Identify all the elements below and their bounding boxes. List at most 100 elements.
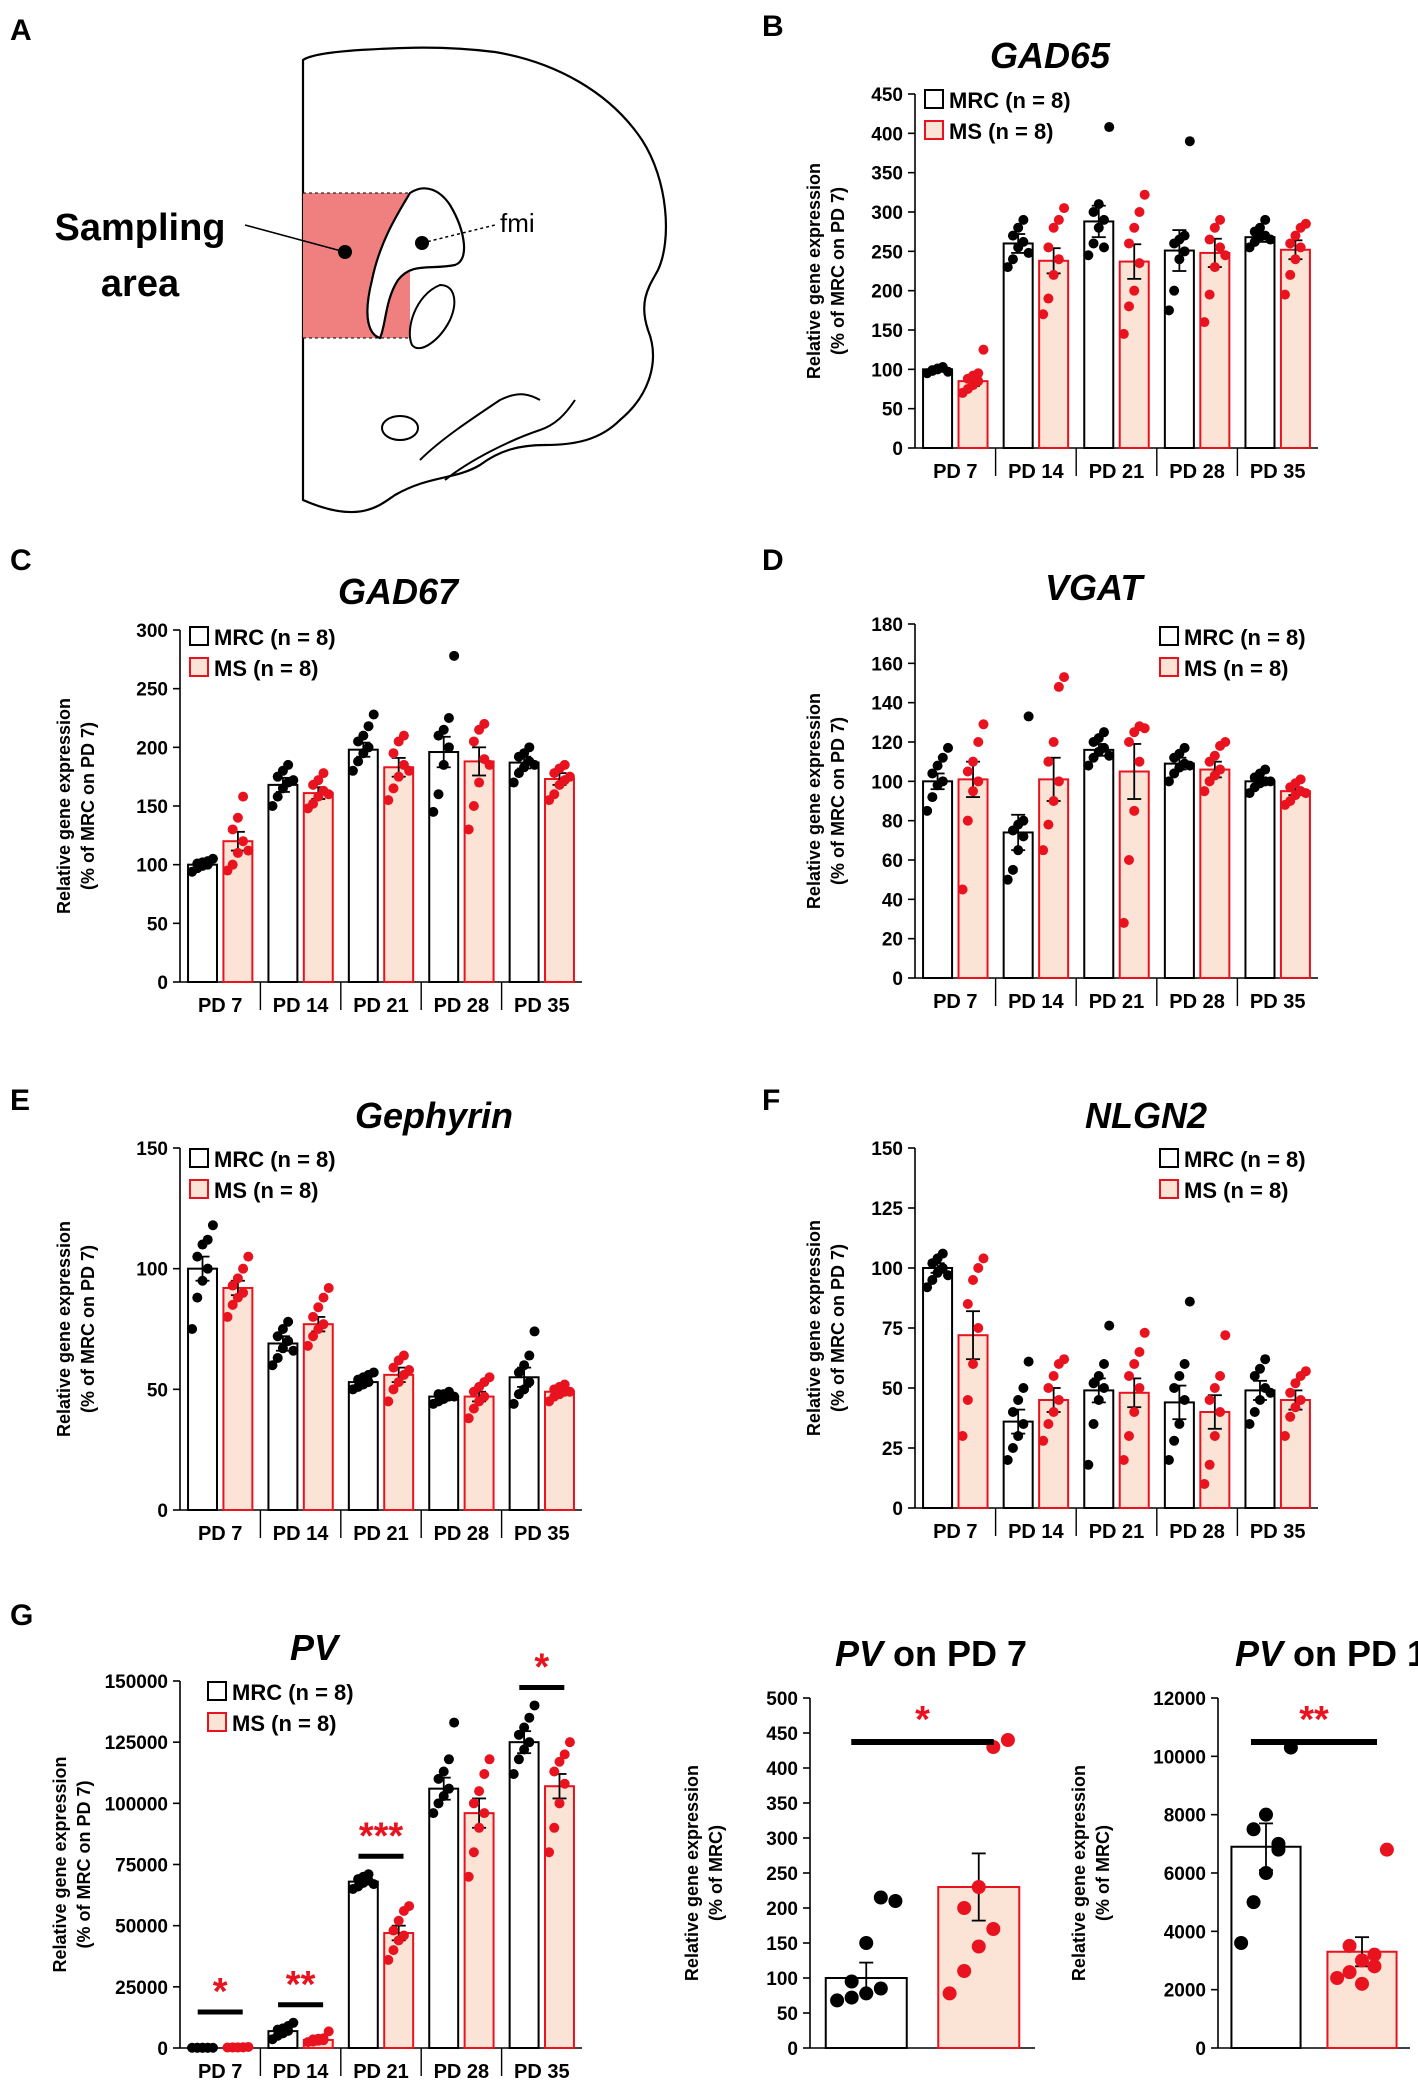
y-tick-label: 10000 xyxy=(1153,1747,1206,1768)
data-point xyxy=(1215,1407,1226,1417)
y-tick-label: 200 xyxy=(766,1899,798,1920)
data-point xyxy=(1093,1395,1104,1405)
data-point xyxy=(1129,222,1140,233)
data-point xyxy=(207,1220,218,1231)
data-point xyxy=(957,1964,972,1978)
data-point xyxy=(363,742,374,753)
data-point xyxy=(484,1754,495,1765)
legend-swatch-ms xyxy=(1159,657,1179,677)
y-tick-label: 0 xyxy=(157,1501,168,1522)
data-point xyxy=(1134,1383,1145,1393)
x-category-label: PD 28 xyxy=(1169,1521,1225,1543)
significance-stars: * xyxy=(213,1971,228,2013)
data-point xyxy=(1209,262,1220,273)
data-point xyxy=(1043,819,1054,830)
data-point xyxy=(1007,230,1018,241)
data-point xyxy=(1018,831,1029,842)
x-category-label: PD 14 xyxy=(273,2061,329,2083)
y-tick-label: 0 xyxy=(892,1499,903,1520)
data-point xyxy=(474,1786,485,1797)
data-point xyxy=(942,1986,957,2001)
y-tick-label: 150 xyxy=(136,797,168,818)
y-axis-label: Relative gene expression xyxy=(54,1221,74,1437)
data-point xyxy=(267,1360,278,1371)
data-point xyxy=(1053,776,1064,787)
data-point xyxy=(283,1336,294,1347)
data-point xyxy=(554,1756,565,1767)
data-point xyxy=(288,2017,299,2028)
data-point xyxy=(943,1270,954,1281)
y-axis-label: (% of MRC on PD 7) xyxy=(828,1244,848,1412)
data-point xyxy=(1000,1733,1015,1747)
data-point xyxy=(443,713,454,723)
mrc-bar-2 xyxy=(347,1381,379,1512)
mrc-bar-3 xyxy=(1163,762,1195,980)
y-axis-label: Relative gene expression xyxy=(682,1765,702,1981)
data-point xyxy=(508,777,519,788)
y-tick-label: 20 xyxy=(882,930,903,951)
data-point xyxy=(1290,1402,1301,1413)
data-point xyxy=(1038,1435,1049,1446)
data-point xyxy=(1013,1431,1024,1441)
data-point xyxy=(388,1384,399,1395)
mrc-bar-4 xyxy=(508,1741,540,2049)
data-point xyxy=(1215,764,1226,775)
data-point xyxy=(479,718,490,729)
y-tick-label: 40 xyxy=(882,890,903,911)
y-tick-label: 350 xyxy=(766,1794,798,1815)
legend-swatch-mrc xyxy=(1159,1148,1179,1168)
data-point xyxy=(1093,1371,1104,1381)
data-point xyxy=(1118,1455,1129,1465)
data-point xyxy=(227,859,238,870)
significance-stars: * xyxy=(534,1646,549,1688)
panel-g-pv-pd7: PV on PD 7 Relative gene expression (% of … xyxy=(682,1633,1035,2060)
y-axis-label: Relative gene expression xyxy=(804,1220,824,1436)
mrc-bar-1 xyxy=(1002,831,1034,980)
panel-letter-a: A xyxy=(10,14,32,47)
ms-bar-3 xyxy=(463,760,495,983)
data-point xyxy=(1204,289,1215,300)
legend-swatch-ms xyxy=(189,1179,209,1199)
data-point xyxy=(443,1754,454,1765)
data-point xyxy=(1209,1383,1220,1393)
data-point xyxy=(1038,845,1049,856)
y-tick-label: 2000 xyxy=(1164,1981,1206,2002)
ms-bar-1 xyxy=(302,1323,334,1511)
data-point xyxy=(1088,1378,1099,1389)
mrc-bar-1 xyxy=(1002,242,1034,449)
data-point xyxy=(1104,1320,1115,1331)
data-point xyxy=(1204,1459,1215,1470)
panel-letter-c: C xyxy=(10,544,32,577)
x-category-label: PD 14 xyxy=(1008,461,1064,483)
data-point xyxy=(1013,845,1024,856)
chart-title-gene: GAD67 xyxy=(338,571,460,612)
data-point xyxy=(1174,254,1185,265)
data-point xyxy=(1098,242,1109,253)
data-point xyxy=(968,1359,979,1369)
data-point xyxy=(1163,1455,1174,1465)
data-point xyxy=(1053,214,1064,225)
data-point xyxy=(1104,122,1115,133)
chart-title: PV on PD 7 xyxy=(835,1633,1027,1674)
data-point xyxy=(1367,1947,1382,1962)
ms-bar-2 xyxy=(383,1373,415,1512)
y-tick-label: 160 xyxy=(871,654,903,675)
data-point xyxy=(368,1367,379,1378)
ms-bar-3 xyxy=(1199,768,1231,979)
data-point xyxy=(1215,242,1226,253)
data-point xyxy=(227,1280,238,1291)
data-point xyxy=(1134,258,1145,269)
data-point xyxy=(484,1372,495,1383)
mrc-bar-0 xyxy=(187,1267,218,1511)
y-axis-label: (% of MRC on PD 7) xyxy=(78,1245,98,1413)
mrc-bar-4 xyxy=(1244,780,1276,979)
x-category-label: PD 28 xyxy=(1169,991,1225,1013)
x-category-label: PD 35 xyxy=(514,2061,570,2083)
significance-stars: ** xyxy=(1299,1699,1329,1741)
data-point xyxy=(227,824,238,835)
y-tick-label: 0 xyxy=(157,2039,168,2060)
y-tick-label: 0 xyxy=(157,973,168,994)
y-tick-label: 0 xyxy=(892,969,903,990)
data-point xyxy=(1179,230,1190,241)
data-point xyxy=(1220,1330,1231,1341)
